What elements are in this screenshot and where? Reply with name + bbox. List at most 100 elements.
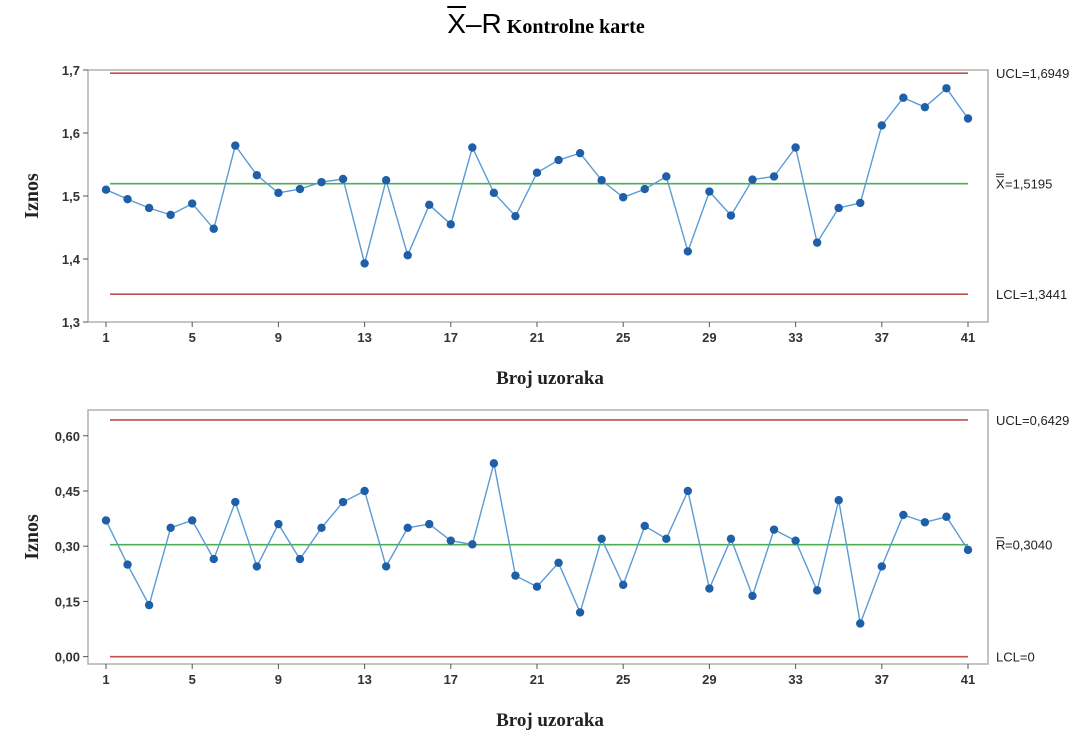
range-data-point: [920, 518, 930, 527]
xbar-data-point: [942, 84, 951, 93]
xbar-x-tick-label: 25: [616, 330, 630, 345]
xbar-data-point: [489, 188, 499, 198]
title-symbol-xbar: X: [447, 8, 466, 39]
range-x-tick-label: 33: [788, 672, 802, 687]
xbar-x-tick-label: 9: [275, 330, 282, 345]
xbar-data-point: [274, 188, 283, 198]
range-data-point: [252, 562, 262, 571]
xbar-data-point: [554, 155, 563, 165]
xbar-center-label-value: =1,5195: [1005, 177, 1052, 192]
xbar-x-tick-label: 37: [875, 330, 889, 345]
xbar-data-point: [425, 200, 434, 210]
xbar-data-point: [726, 211, 736, 220]
range-data-point: [532, 582, 542, 591]
xbar-data-point: [899, 93, 908, 102]
range-data-point: [446, 536, 455, 545]
xbar-data-point: [468, 143, 477, 152]
range-data-point: [101, 516, 111, 525]
xbar-x-tick-label: 13: [357, 330, 371, 345]
chart-title: X–R Kontrolne karte: [0, 8, 1092, 40]
range-data-point: [511, 571, 520, 580]
range-x-tick-label: 29: [702, 672, 716, 687]
range-data-point: [274, 519, 283, 529]
xbar-data-point: [575, 148, 585, 158]
range-data-point: [812, 586, 822, 595]
xbar-data-point: [791, 143, 800, 152]
range-y-axis-title: Iznos: [21, 514, 43, 560]
range-data-point: [856, 619, 865, 628]
xbar-center-label-symbol: X: [996, 177, 1005, 192]
xbar-data-point: [295, 184, 305, 194]
range-data-point: [381, 562, 391, 571]
xbar-data-point: [662, 172, 671, 181]
range-ucl-label: UCL=0,6429: [996, 413, 1069, 428]
range-data-point: [166, 523, 175, 532]
xbar-data-point: [123, 194, 132, 204]
xbar-data-point: [532, 168, 542, 177]
xbar-data-point: [963, 114, 973, 123]
range-x-tick-label: 9: [275, 672, 282, 687]
range-data-point: [640, 521, 649, 531]
range-x-tick-label: 25: [616, 672, 630, 687]
xbar-data-point: [877, 121, 886, 130]
range-data-point: [769, 525, 779, 534]
range-data-point: [662, 534, 671, 544]
xbar-y-tick-label: 1,3: [62, 315, 80, 330]
xbar-data-point: [381, 176, 391, 185]
xbar-x-tick-label: 21: [530, 330, 544, 345]
range-data-point: [123, 560, 132, 569]
range-data-point: [231, 497, 240, 507]
range-y-tick-label: 0,45: [55, 484, 80, 499]
xbar-data-point: [705, 187, 714, 196]
range-data-point: [425, 519, 434, 529]
xbar-data-point: [252, 171, 262, 180]
range-data-point: [575, 608, 585, 617]
range-y-tick-label: 0,15: [55, 594, 80, 609]
xbar-data-point: [683, 247, 693, 256]
xbar-y-tick-label: 1,7: [62, 63, 80, 78]
range-data-point: [963, 545, 973, 555]
xbar-data-point: [856, 198, 865, 208]
xbar-data-point: [920, 102, 930, 112]
range-data-point: [619, 580, 628, 590]
range-x-tick-label: 1: [102, 672, 109, 687]
range-x-tick-label: 37: [875, 672, 889, 687]
range-y-tick-label: 0,30: [55, 539, 80, 554]
xbar-data-point: [619, 193, 628, 202]
xbar-data-point: [231, 141, 240, 150]
range-x-axis-title: Broj uzoraka: [496, 710, 604, 731]
xbar-data-point: [338, 174, 348, 184]
xbar-ucl-label: UCL=1,6949: [996, 66, 1069, 81]
range-data-point: [726, 534, 736, 544]
xbar-x-tick-label: 1: [102, 330, 109, 345]
range-data-point: [360, 486, 369, 496]
xbar-data-point: [597, 176, 606, 185]
range-y-tick-label: 0,60: [55, 429, 80, 444]
range-data-point: [188, 516, 197, 525]
xbar-data-point: [446, 220, 455, 229]
xbar-y-tick-label: 1,5: [62, 189, 80, 204]
range-x-tick-label: 17: [444, 672, 458, 687]
range-data-point: [791, 536, 800, 545]
range-data-point: [489, 459, 499, 468]
xbar-data-point: [834, 203, 843, 213]
range-data-point: [748, 591, 757, 601]
xbar-data-point: [144, 203, 154, 213]
range-data-point: [338, 497, 348, 507]
xbar-data-point: [748, 175, 757, 184]
range-data-point: [899, 510, 908, 520]
xbar-x-tick-label: 5: [189, 330, 196, 345]
range-data-point: [942, 512, 951, 521]
xbar-data-point: [317, 177, 326, 187]
title-symbol-r: R: [481, 8, 502, 39]
range-data-point: [468, 540, 477, 549]
xbar-data-point: [101, 185, 111, 194]
range-data-point: [834, 495, 843, 505]
xbar-data-point: [812, 238, 822, 247]
range-data-point: [317, 523, 326, 532]
range-y-tick-label: 0,00: [55, 650, 80, 665]
range-plot-frame: [87, 409, 989, 665]
title-symbol-dash: –: [465, 8, 482, 39]
xbar-y-tick-label: 1,6: [62, 126, 80, 141]
